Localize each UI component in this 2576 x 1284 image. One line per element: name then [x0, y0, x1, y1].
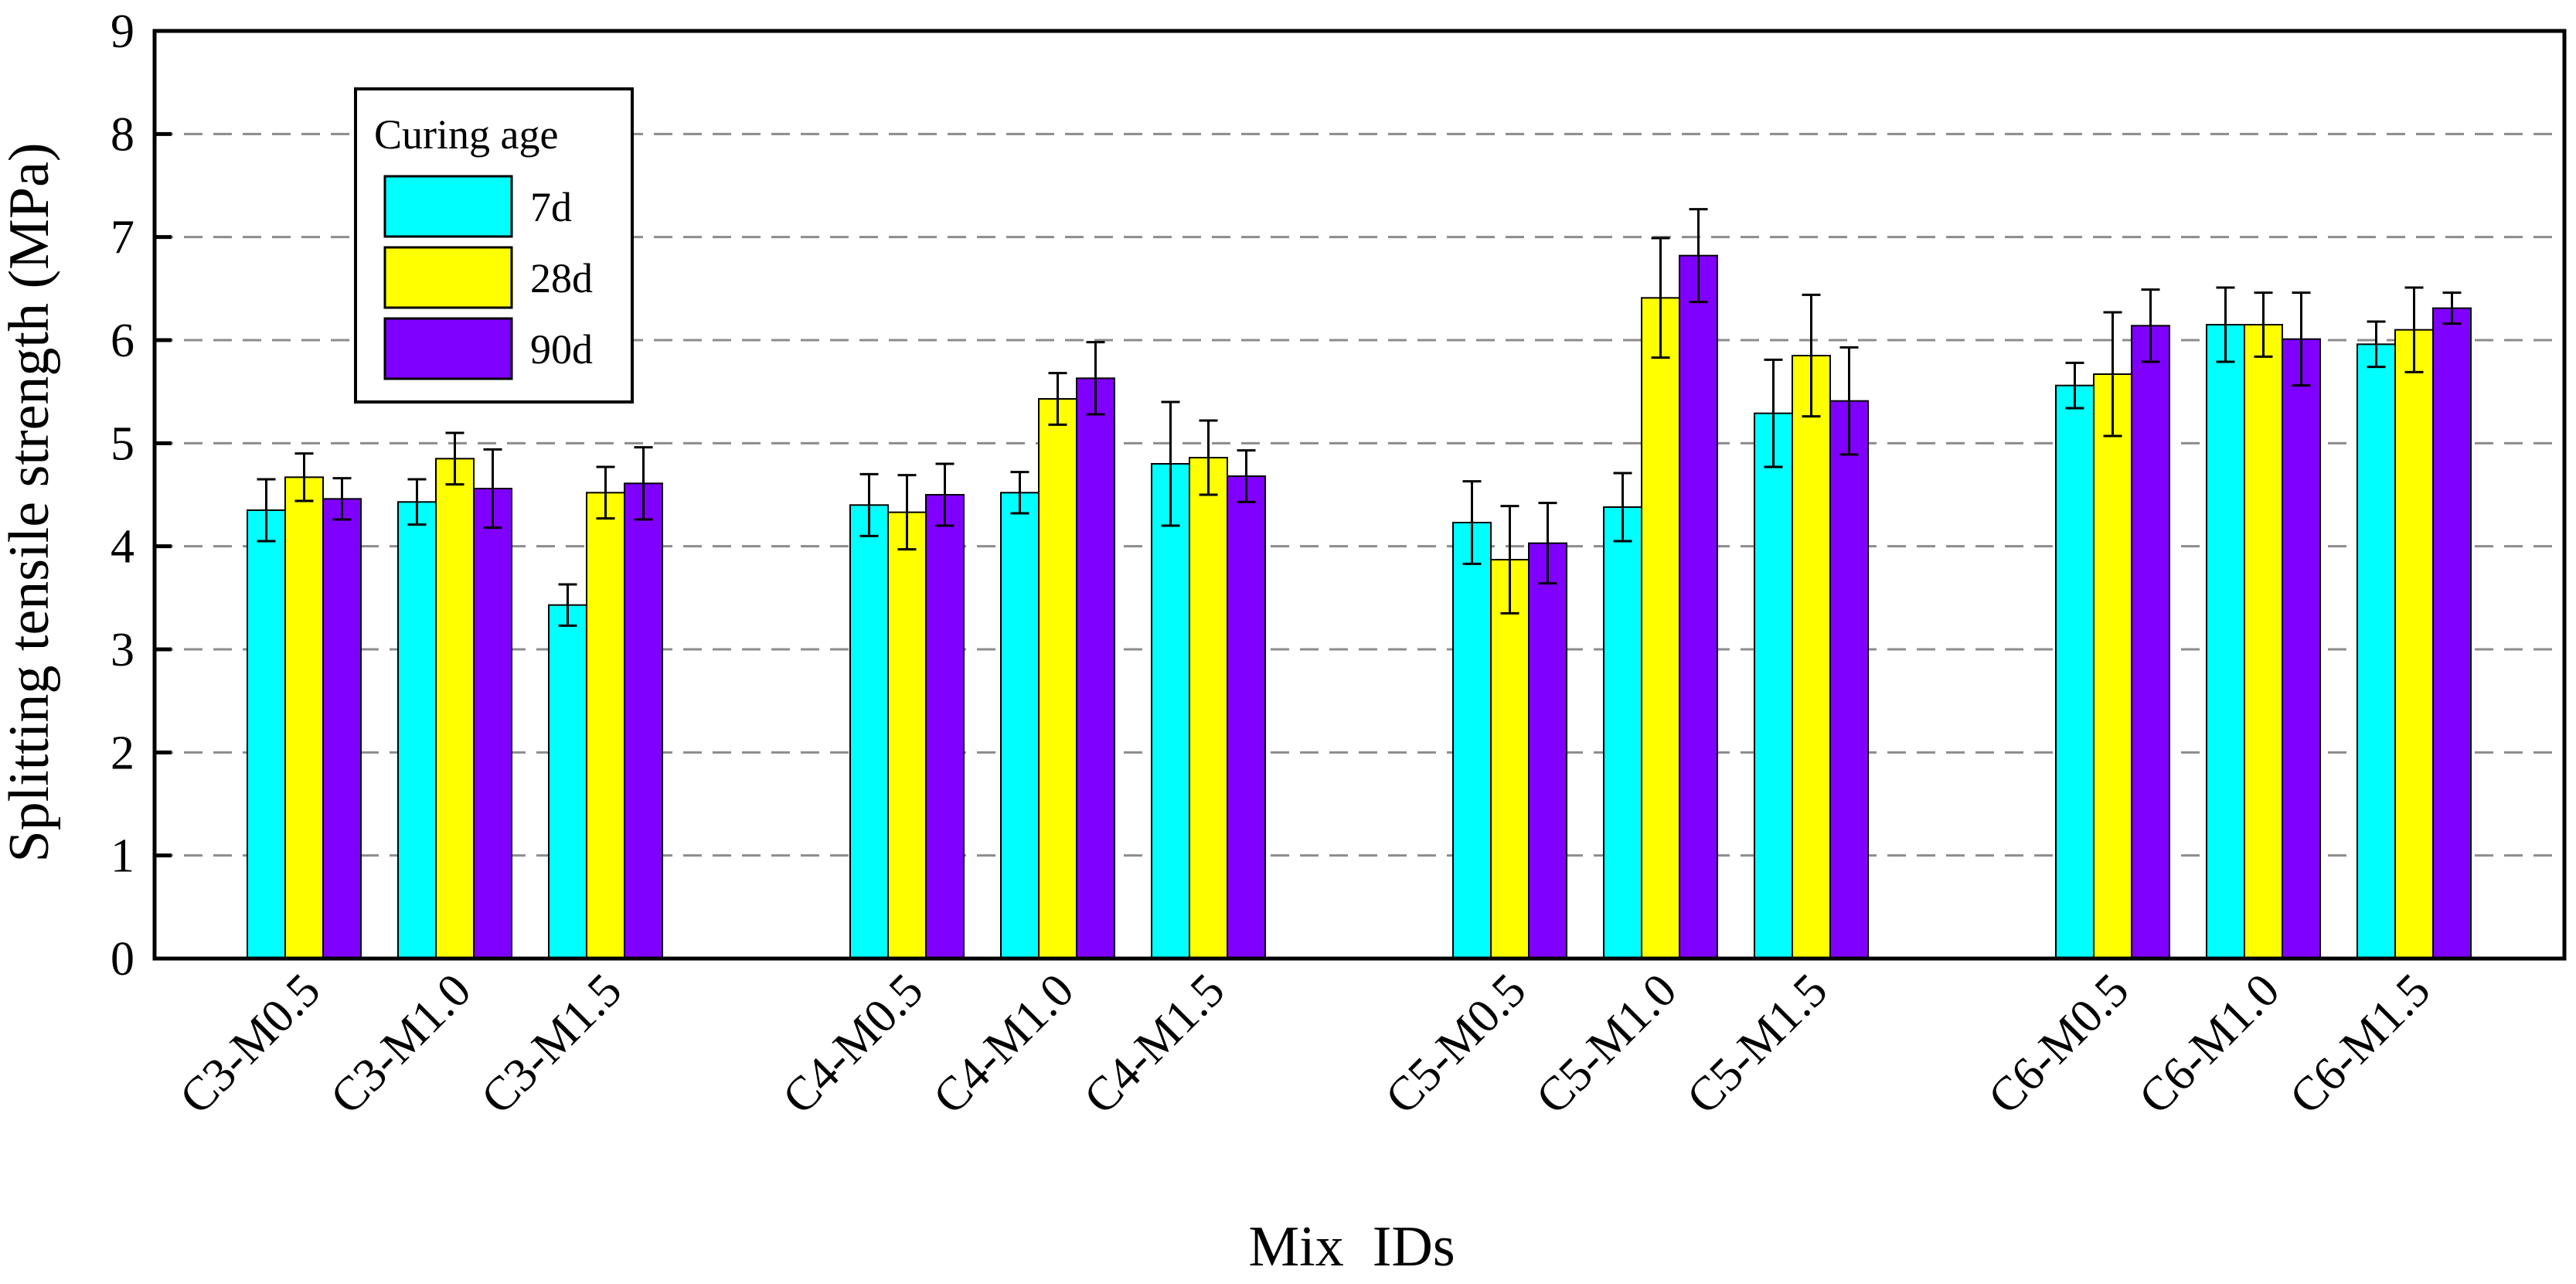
bar-28d-C3-M0.5 [284, 476, 324, 959]
bar-90d-C6-M0.5 [2131, 325, 2170, 960]
x-category-label: C5-M0.5 [1376, 964, 1536, 1125]
bar-7d-C5-M0.5 [1452, 522, 1492, 959]
x-axis-category-labels: C3-M0.5C3-M1.0C3-M1.5 C4-M0.5C4-M1.0C4-M1… [170, 964, 2441, 1125]
bar-28d-C4-M1.0 [1038, 398, 1077, 959]
x-category-label: C6-M1.0 [2129, 964, 2290, 1125]
bar-90d-C4-M1.0 [1076, 377, 1115, 960]
bar-7d-C3-M1.0 [397, 501, 437, 959]
bar-7d-C6-M0.5 [2055, 384, 2094, 959]
bar-28d-C6-M1.5 [2394, 329, 2434, 959]
bar-7d-C4-M1.0 [1000, 492, 1040, 959]
legend-swatch-28d [383, 246, 513, 309]
bar-28d-C5-M0.5 [1490, 559, 1530, 959]
bar-28d-C4-M1.5 [1189, 457, 1228, 959]
x-category-label: C3-M1.5 [471, 964, 632, 1125]
bar-7d-C6-M1.5 [2357, 343, 2396, 960]
bar-28d-C6-M0.5 [2093, 373, 2132, 959]
y-axis-title: Splitting tensile strength (MPa) [0, 142, 61, 862]
bar-7d-C6-M1.0 [2206, 324, 2245, 959]
bar-28d-C4-M0.5 [887, 511, 927, 959]
y-tick-label: 9 [111, 5, 134, 58]
bars [247, 254, 2472, 960]
error-bars [257, 208, 2462, 627]
y-tick-label: 3 [111, 624, 134, 676]
x-category-label: C5-M1.0 [1526, 964, 1687, 1125]
y-tick-label: 2 [111, 727, 134, 779]
x-category-label: C4-M1.5 [1074, 964, 1235, 1125]
y-tick-label: 1 [111, 830, 134, 883]
x-category-label: C4-M1.0 [924, 964, 1084, 1125]
x-axis-title: Mix IDs [1248, 1215, 1455, 1279]
y-tick-label: 8 [111, 108, 134, 161]
bar-7d-C5-M1.0 [1603, 506, 1642, 959]
legend-swatch-7d [383, 175, 513, 238]
bar-90d-C5-M1.5 [1829, 400, 1869, 959]
bar-28d-C6-M1.0 [2244, 324, 2283, 959]
bar-7d-C3-M0.5 [247, 509, 286, 959]
bar-90d-C5-M0.5 [1528, 542, 1567, 959]
x-category-label: C4-M0.5 [773, 964, 934, 1125]
y-tick-label: 0 [111, 933, 134, 986]
bar-7d-C3-M1.5 [548, 604, 587, 960]
bar-7d-C4-M0.5 [849, 504, 889, 959]
bar-90d-C3-M0.5 [322, 498, 362, 959]
bar-90d-C3-M1.5 [624, 482, 663, 959]
bar-90d-C6-M1.0 [2282, 338, 2321, 959]
legend-label-28d: 28d [530, 255, 593, 301]
legend-label-90d: 90d [530, 326, 593, 373]
bar-7d-C4-M1.5 [1151, 463, 1190, 959]
bar-28d-C3-M1.0 [435, 458, 475, 959]
bar-90d-C5-M1.0 [1679, 254, 1718, 959]
bar-90d-C3-M1.0 [473, 488, 512, 959]
plot-frame [152, 29, 2567, 961]
x-category-label: C5-M1.5 [1677, 964, 1838, 1125]
x-category-label: C3-M0.5 [170, 964, 331, 1125]
legend-swatch-90d [383, 317, 513, 380]
y-tick-label: 4 [111, 521, 134, 574]
legend: Curing age 7d 28d 90d [354, 87, 634, 404]
legend-items: 7d 28d 90d [383, 175, 593, 380]
bar-90d-C4-M1.5 [1227, 475, 1266, 959]
x-category-label: C6-M1.5 [2280, 964, 2441, 1125]
bar-90d-C4-M0.5 [925, 494, 965, 959]
bar-90d-C6-M1.5 [2432, 307, 2472, 959]
legend-label-7d: 7d [530, 184, 572, 230]
y-tick-label: 6 [111, 315, 134, 367]
y-tick-label: 7 [111, 212, 134, 264]
bar-28d-C3-M1.5 [586, 492, 625, 959]
bar-28d-C5-M1.0 [1641, 297, 1680, 960]
x-category-label: C3-M1.0 [321, 964, 482, 1125]
y-tick-label: 5 [111, 417, 134, 470]
y-axis-ticks: 0 1 2 3 4 5 6 7 8 9 [111, 5, 172, 986]
x-category-label: C6-M0.5 [1979, 964, 2139, 1125]
bar-28d-C5-M1.5 [1792, 355, 1831, 959]
bar-7d-C5-M1.5 [1754, 412, 1793, 959]
legend-title: Curing age [374, 111, 558, 158]
